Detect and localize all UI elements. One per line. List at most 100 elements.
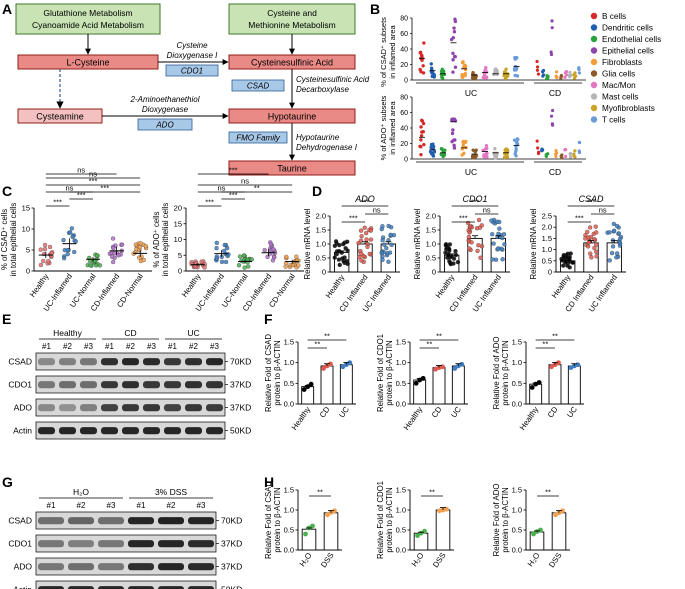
- blot-band: [38, 540, 64, 548]
- chart-h-cdo1: 0.0 0.5 1.0 1.5 Relative Fold of CDO1 protein…: [376, 481, 454, 569]
- legend-label: Mac/Mon: [602, 81, 636, 90]
- b-point: [494, 68, 499, 72]
- blot-band: [68, 517, 94, 525]
- blot-band: [206, 358, 223, 366]
- data-point: [531, 531, 536, 537]
- data-point: [475, 248, 480, 254]
- legend-dot: [590, 93, 598, 100]
- legend-label: Epithelial cells: [602, 47, 654, 56]
- enzyme-csad-name-1: Cysteinesulfinic Acid: [296, 75, 370, 84]
- tick-label: 1.0: [396, 506, 406, 515]
- data-point: [469, 240, 474, 245]
- data-point: [303, 531, 308, 537]
- b-point: [483, 68, 487, 73]
- b-point: [514, 154, 518, 158]
- chart-c-left: 0 5 10 15 % of CSAD⁺ cells in total epithelia…: [0, 166, 152, 313]
- blot-strip: [35, 580, 217, 589]
- b-point: [421, 121, 426, 126]
- data-point: [222, 242, 227, 248]
- data-point: [614, 223, 620, 229]
- data-point: [202, 265, 207, 270]
- blot-band: [101, 358, 118, 366]
- data-point: [362, 225, 367, 230]
- data-point: [467, 224, 473, 229]
- b-point: [535, 139, 539, 143]
- tick-label: 20: [174, 204, 182, 213]
- tick-label: 10: [22, 225, 30, 234]
- data-point: [88, 263, 93, 268]
- data-point: [137, 245, 143, 250]
- data-point: [272, 255, 277, 260]
- category-label: CD: [430, 405, 444, 420]
- data-point: [359, 234, 364, 239]
- b-bottom-group-cd: CD: [549, 167, 561, 177]
- blot-band: [185, 381, 202, 389]
- category-label: H₂O: [410, 551, 426, 568]
- tick-label: 5: [26, 246, 30, 255]
- significance-label: ***: [229, 166, 238, 175]
- data-point: [357, 254, 362, 260]
- data-point: [112, 250, 117, 256]
- data-point: [328, 361, 333, 367]
- tick-label: 60: [400, 31, 408, 38]
- tick-label: 0: [322, 268, 326, 277]
- tick-label: 0.0: [396, 400, 406, 409]
- data-point: [294, 254, 299, 259]
- blot-band: [98, 540, 124, 548]
- legend-label: B cells: [602, 12, 626, 21]
- blot-band: [128, 540, 154, 548]
- tick-label: 1.5: [512, 338, 522, 347]
- tick-label: 0.0: [512, 400, 522, 409]
- b-point: [559, 75, 563, 79]
- y-axis-label: Relative Fold of CDO1: [376, 481, 385, 559]
- b-point: [572, 73, 576, 77]
- legend-label: T cells: [602, 116, 626, 125]
- data-point: [585, 229, 590, 235]
- data-point: [612, 228, 617, 233]
- data-point: [594, 242, 599, 247]
- b-point: [513, 55, 517, 60]
- significance-label: **: [429, 488, 435, 497]
- blot-band: [206, 427, 223, 435]
- blot-group-label: CD: [124, 328, 136, 338]
- data-point: [340, 364, 346, 370]
- data-point: [422, 528, 427, 534]
- b-point: [429, 62, 433, 66]
- data-point: [453, 249, 458, 254]
- data-point: [489, 218, 494, 223]
- enzyme-cdo1-name-1: Cysteine: [176, 41, 208, 50]
- data-point: [490, 257, 495, 262]
- category-label: DSS: [431, 551, 448, 569]
- tick-label: 0: [26, 267, 30, 276]
- data-point: [110, 254, 115, 259]
- data-point: [72, 249, 77, 255]
- significance-label: **: [426, 340, 432, 349]
- data-point: [618, 236, 623, 242]
- significance-label: ***: [575, 214, 584, 223]
- b-point: [460, 153, 464, 157]
- b-point: [535, 68, 540, 72]
- data-point: [223, 259, 229, 265]
- blot-band: [143, 404, 160, 412]
- tick-label: 0.5: [396, 379, 406, 388]
- b-point: [453, 54, 458, 59]
- legend-label: Endothelial cells: [602, 35, 661, 44]
- y-axis-label: protein to β-ACTIN: [385, 487, 394, 552]
- b-point: [554, 74, 558, 78]
- data-point: [345, 261, 350, 267]
- blot-band: [38, 404, 55, 412]
- tick-label: 1.5: [284, 486, 294, 495]
- data-point: [452, 366, 458, 371]
- significance-label: ***: [205, 198, 214, 207]
- chart-f-csad: 0.0 0.5 1.0 1.5 Relative Fold of CSAD protein…: [264, 332, 356, 432]
- blot-band: [59, 404, 76, 412]
- blot-size-label: 70KD: [221, 516, 242, 526]
- b-point: [484, 75, 489, 79]
- data-point: [110, 236, 116, 241]
- data-point: [41, 258, 46, 264]
- data-point: [138, 241, 143, 246]
- blot-band: [188, 563, 214, 571]
- tick-label: 0.5: [284, 526, 294, 535]
- b-point: [453, 138, 457, 142]
- b-point: [451, 70, 455, 74]
